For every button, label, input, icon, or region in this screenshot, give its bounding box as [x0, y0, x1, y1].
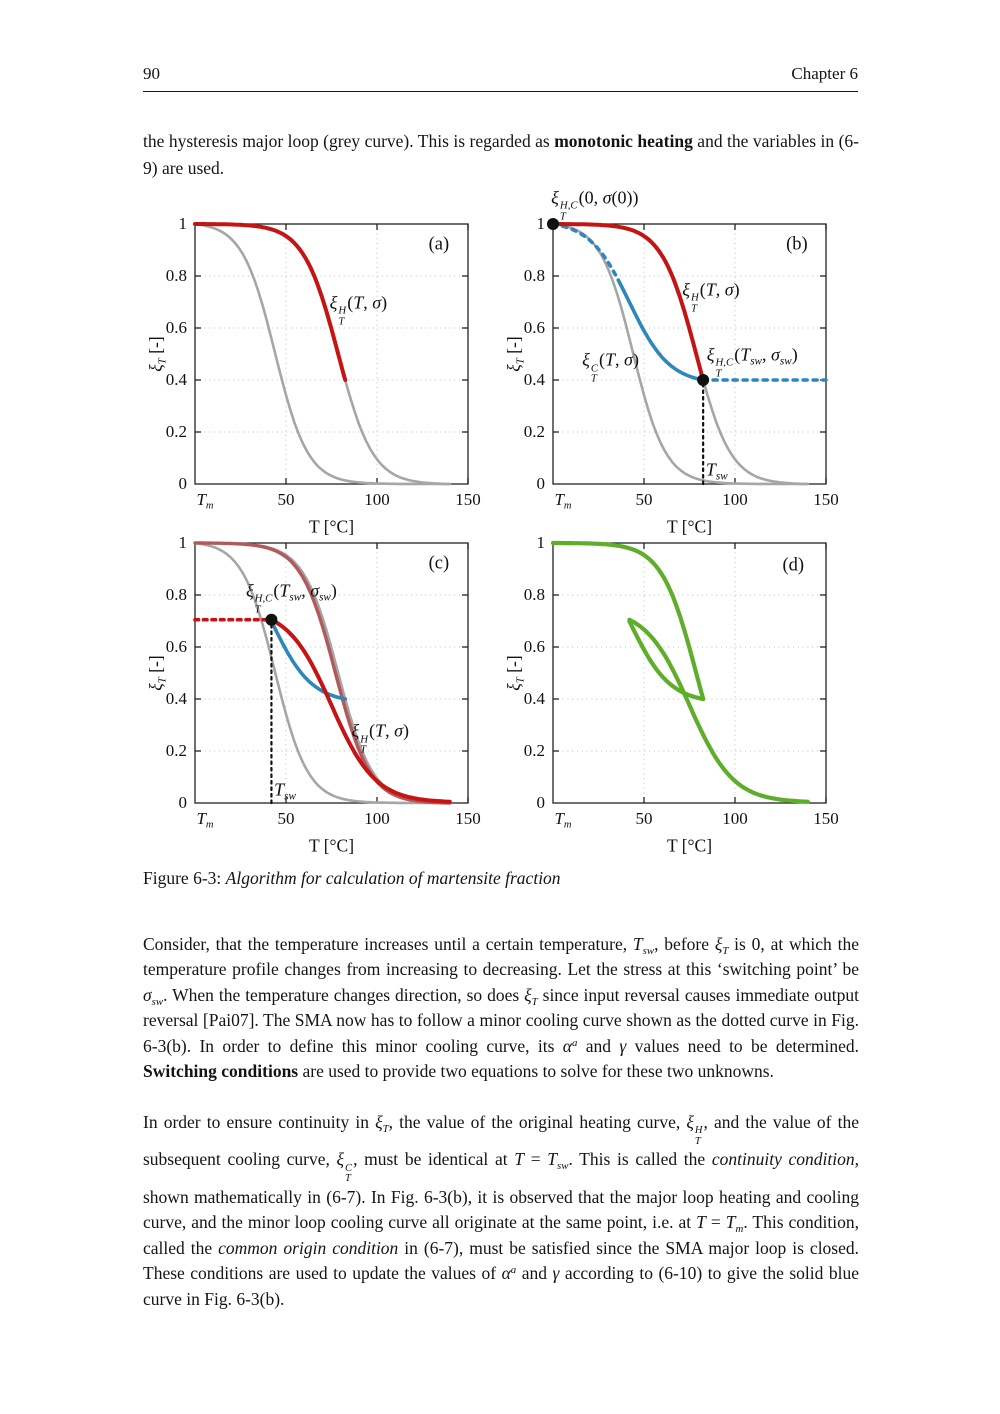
- ytick-0.4: 0.4: [165, 689, 187, 708]
- major-cooling-curve: [193, 222, 452, 486]
- ytick-0.8: 0.8: [523, 266, 545, 285]
- ytick-0.2: 0.2: [165, 741, 187, 760]
- intro-paragraph: the hysteresis major loop (grey curve). …: [143, 131, 859, 178]
- ytick-0: 0: [178, 474, 188, 493]
- switching-point: [265, 613, 278, 626]
- chapter-label: Chapter 6: [791, 64, 858, 83]
- x-axis-label: T [°C]: [666, 835, 713, 856]
- x-axis-label: T [°C]: [666, 516, 713, 537]
- tsw-label: Tsw: [705, 459, 728, 483]
- chart-b: 0 0.2 0.4 0.6 0.8 1 Tm 50 100 150 T [°C] ξT [-] (b) ξ…: [501, 187, 858, 537]
- y-axis-label: ξT [-]: [145, 655, 169, 691]
- subplot-label-a: (a): [428, 234, 450, 255]
- minor-cooling-curve-dotted: [551, 222, 623, 286]
- y-axis-label: ξT [-]: [145, 336, 169, 372]
- cooling-curve-label: ξ C T (T, σ): [582, 349, 639, 385]
- ytick-0.6: 0.6: [523, 318, 545, 337]
- heating-curve-label: ξ H T (T, σ): [329, 292, 388, 328]
- ytick-0: 0: [536, 474, 546, 493]
- xtick-150: 150: [813, 490, 839, 509]
- minor-cooling-curve-solid: [618, 282, 705, 382]
- xtick-150: 150: [455, 809, 481, 828]
- ytick-1: 1: [536, 214, 546, 233]
- ytick-0.6: 0.6: [523, 637, 545, 656]
- ytick-0.6: 0.6: [165, 637, 187, 656]
- switching-point: [697, 374, 710, 386]
- xtick-0: Tm: [554, 490, 572, 512]
- ytick-0: 0: [536, 793, 546, 812]
- tsw-label: Tsw: [274, 779, 296, 803]
- xtick-50: 50: [277, 490, 295, 509]
- figure-caption: Figure 6-3: Algorithm for calculation of…: [143, 868, 561, 888]
- ytick-0.4: 0.4: [165, 370, 187, 389]
- ytick-0.4: 0.4: [523, 689, 545, 708]
- chart-b-canvas: [547, 218, 828, 486]
- x-axis-label: T [°C]: [308, 835, 355, 856]
- switching-point-label: ξ H,C T (Tsw, σsw): [245, 579, 337, 616]
- xtick-0: Tm: [196, 809, 214, 831]
- ytick-0.8: 0.8: [523, 585, 545, 604]
- switching-point-label: ξ H,C T (Tsw, σsw): [706, 344, 798, 380]
- xtick-50: 50: [635, 490, 653, 509]
- ytick-1: 1: [536, 533, 546, 552]
- body-paragraph-1: Consider, that the temperature increases…: [143, 934, 860, 1082]
- x-axis-label: T [°C]: [308, 516, 355, 537]
- ytick-0.8: 0.8: [165, 585, 187, 604]
- subplot-label-c: (c): [428, 553, 450, 574]
- subplot-label-d: (d): [782, 555, 805, 576]
- active-heating-curve: [551, 222, 706, 382]
- minor-cooling-curve: [269, 619, 347, 701]
- axes-box: [552, 223, 827, 485]
- origin-label: ξ H,C T (0, σ(0)): [551, 186, 639, 223]
- major-heating-curve: [193, 222, 452, 486]
- ytick-1: 1: [178, 533, 188, 552]
- previous-heating-curve-faded: [193, 541, 452, 805]
- chart-d-canvas: [550, 540, 827, 804]
- chart-c-canvas: [193, 541, 469, 805]
- ytick-0.2: 0.2: [523, 741, 545, 760]
- page-number: 90: [143, 64, 160, 83]
- chart-d: 0 0.2 0.4 0.6 0.8 1 Tm 50 100 150 T [°C] ξT [-] (d): [501, 514, 858, 856]
- page-header: 90 Chapter 6: [143, 64, 858, 92]
- active-heating-curve: [193, 222, 348, 382]
- xtick-0: Tm: [196, 490, 214, 512]
- y-axis-label: ξT [-]: [503, 336, 527, 372]
- axes-box: [194, 542, 469, 804]
- major-cooling-curve: [193, 541, 452, 805]
- xtick-150: 150: [455, 490, 481, 509]
- trajectory-updated-heating-segment: [627, 617, 810, 804]
- trajectory-heating-segment: [550, 540, 706, 702]
- ytick-0.4: 0.4: [523, 370, 545, 389]
- subplot-label-b: (b): [786, 234, 808, 255]
- origin-point: [547, 218, 559, 230]
- xtick-50: 50: [277, 809, 295, 828]
- chart-c: 0 0.2 0.4 0.6 0.8 1 Tm 50 100 150 T [°C] ξT [-] (c) ξ…: [143, 514, 500, 856]
- xtick-50: 50: [635, 809, 653, 828]
- heating-curve-label: ξ H T (T, σ): [682, 279, 740, 315]
- y-axis-label: ξT [-]: [503, 655, 527, 691]
- xtick-150: 150: [813, 809, 839, 828]
- chart-a-canvas: [193, 222, 469, 486]
- ytick-0: 0: [178, 793, 188, 812]
- axes-box: [552, 542, 827, 804]
- trajectory-minor-cooling-segment: [627, 619, 706, 702]
- ytick-0.8: 0.8: [165, 266, 187, 285]
- ytick-0.2: 0.2: [523, 422, 545, 441]
- axes-box: [194, 223, 469, 485]
- xtick-0: Tm: [554, 809, 572, 831]
- ytick-0.2: 0.2: [165, 422, 187, 441]
- xtick-100: 100: [722, 490, 748, 509]
- ytick-1: 1: [178, 214, 188, 233]
- heating-curve-label: ξ H T (T, σ): [351, 720, 409, 756]
- xtick-100: 100: [722, 809, 748, 828]
- body-paragraph-2: In order to ensure continuity in ξT, the…: [143, 1112, 860, 1309]
- xtick-100: 100: [364, 490, 390, 509]
- xtick-100: 100: [364, 809, 390, 828]
- updated-heating-curve: [269, 617, 452, 804]
- chart-a: 0 0.2 0.4 0.6 0.8 1 Tm 50 100 150 T [°C] ξT [-] (a) ξ…: [143, 195, 500, 537]
- ytick-0.6: 0.6: [165, 318, 187, 337]
